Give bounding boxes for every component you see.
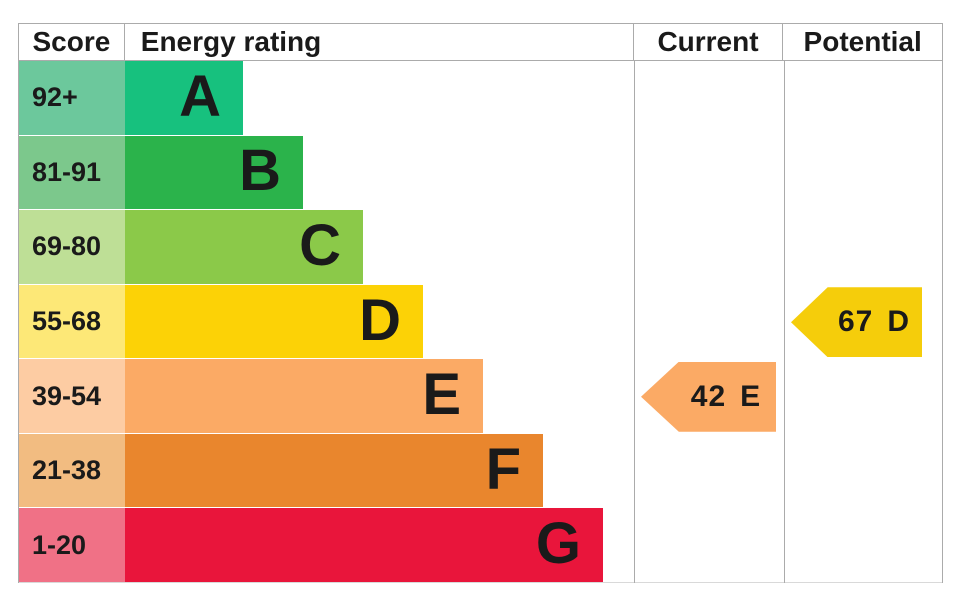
score-range-label: 69-80 xyxy=(32,231,102,262)
band-row-f: 21-38 F xyxy=(19,433,942,509)
potential-score-value: 67 xyxy=(837,305,874,339)
current-band-letter: E xyxy=(740,379,761,413)
band-row-d: 55-68 D xyxy=(19,284,942,360)
header-row: Score Energy rating Current Potential xyxy=(19,24,942,61)
band-row-e: 39-54 E xyxy=(19,359,942,434)
current-column-divider xyxy=(634,61,635,583)
score-range-label: 21-38 xyxy=(32,455,102,486)
score-range-b: 81-91 xyxy=(19,135,125,210)
band-letter-e: E xyxy=(422,362,461,428)
rating-bar-g: G xyxy=(125,508,603,583)
current-score-value: 42 xyxy=(690,379,727,413)
potential-band-letter: D xyxy=(887,305,910,339)
score-range-e: 39-54 xyxy=(19,359,125,433)
band-letter-b: B xyxy=(239,138,281,204)
score-range-label: 92+ xyxy=(32,82,78,113)
header-energy-rating: Energy rating xyxy=(140,26,322,57)
rating-bar-a: A xyxy=(125,61,243,135)
rating-bar-c: C xyxy=(125,210,363,284)
score-range-label: 39-54 xyxy=(32,380,102,411)
rating-bar-e: E xyxy=(125,359,483,433)
score-range-label: 1-20 xyxy=(32,529,87,560)
rating-bar-d: D xyxy=(125,284,423,359)
band-row-g: 1-20 G xyxy=(19,508,942,584)
header-potential: Potential xyxy=(782,24,942,60)
band-letter-a: A xyxy=(179,63,221,129)
band-letter-f: F xyxy=(485,436,521,502)
score-range-label: 81-91 xyxy=(32,156,102,187)
bands-area: 92+ A 81-91 B 69-80 C 55-68 D 39-54 E 21… xyxy=(19,61,942,584)
header-current: Current xyxy=(632,24,783,60)
score-range-f: 21-38 xyxy=(19,433,125,508)
score-range-a: 92+ xyxy=(19,61,125,135)
band-row-b: 81-91 B xyxy=(19,135,942,211)
band-row-c: 69-80 C xyxy=(19,210,942,285)
score-range-label: 55-68 xyxy=(32,306,102,337)
score-range-g: 1-20 xyxy=(19,508,125,583)
band-letter-c: C xyxy=(299,212,341,278)
score-range-c: 69-80 xyxy=(19,210,125,284)
potential-column-divider xyxy=(784,61,785,583)
band-row-a: 92+ A xyxy=(19,61,942,136)
score-range-d: 55-68 xyxy=(19,284,125,359)
rating-bar-b: B xyxy=(125,135,303,210)
band-letter-g: G xyxy=(535,511,581,577)
header-score: Score xyxy=(19,24,125,60)
epc-table: Score Energy rating Current Potential 92… xyxy=(18,23,943,584)
band-letter-d: D xyxy=(359,287,401,353)
rating-bar-f: F xyxy=(125,433,543,508)
